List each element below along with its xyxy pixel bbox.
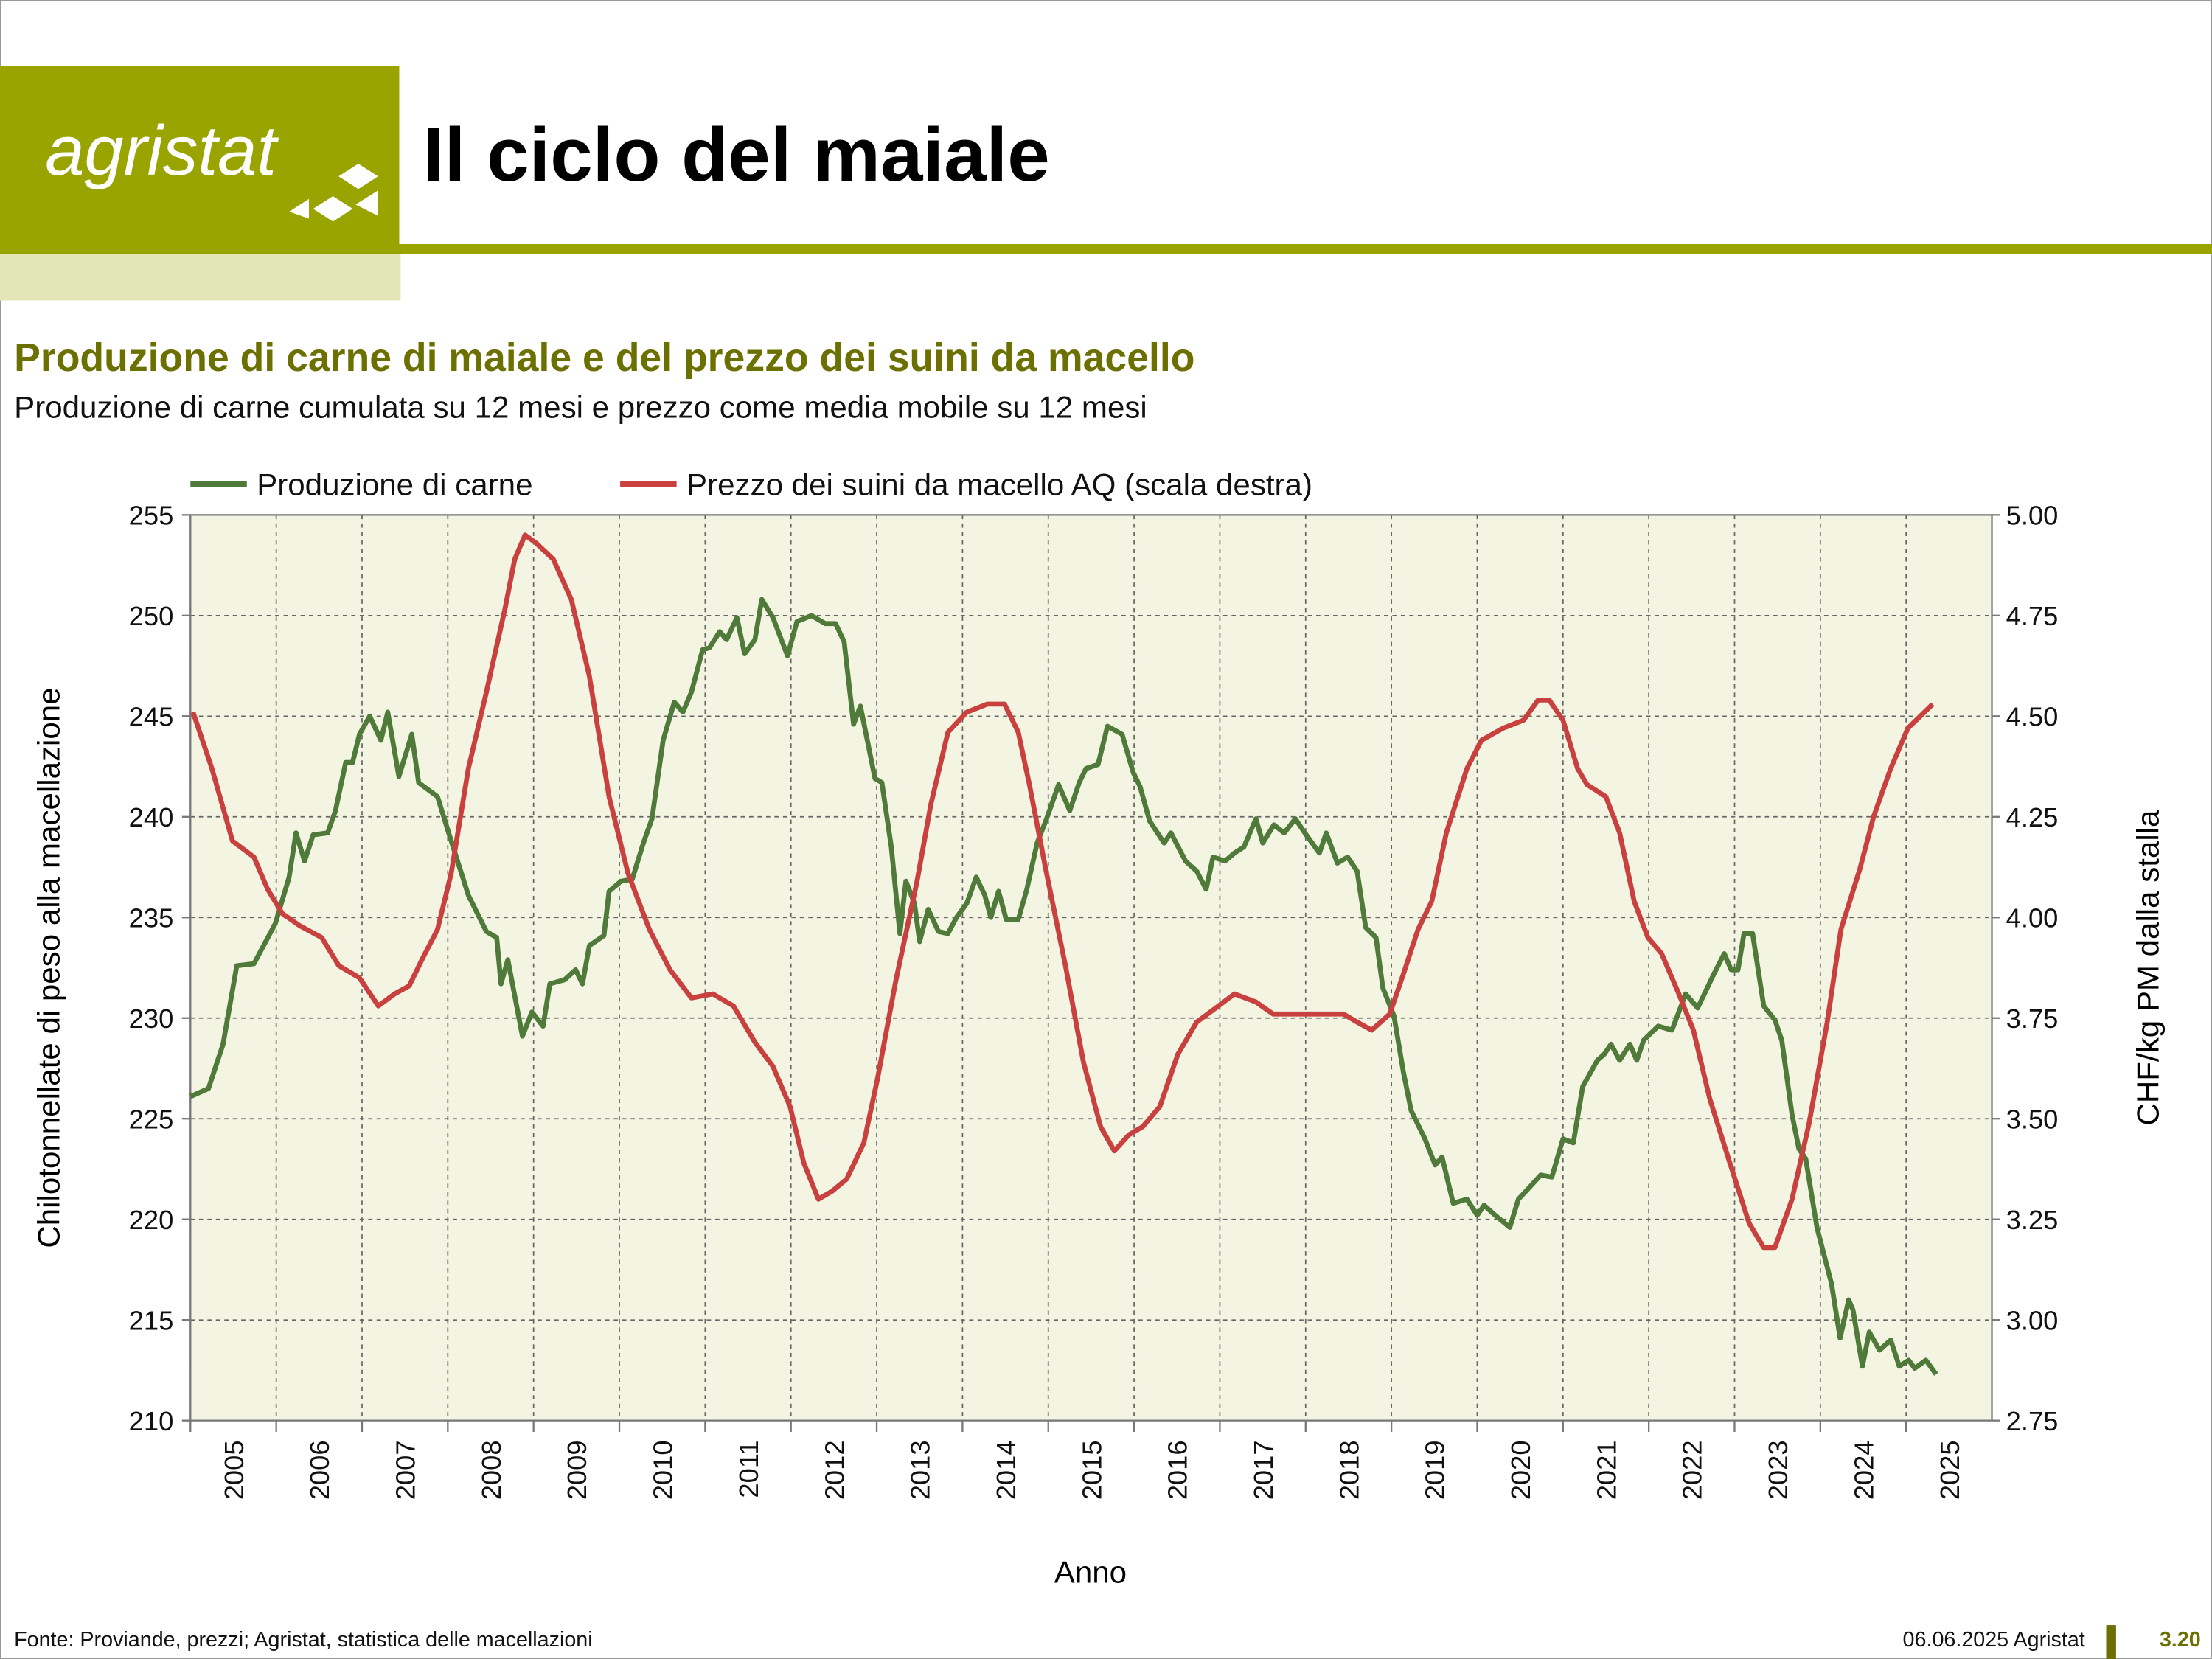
data-line [189, 597, 1938, 1376]
plot-area [190, 515, 1992, 1421]
x-tick-label: 2015 [1077, 1440, 1107, 1500]
x-axis-label: Anno [1054, 1555, 1127, 1590]
y-tick-label: 240 [129, 802, 174, 832]
y-tick-label: 255 [129, 501, 174, 531]
x-tick-label: 2012 [819, 1440, 849, 1500]
y2-tick-label: 3.00 [2006, 1306, 2059, 1336]
y2-tick-label: 4.00 [2006, 903, 2059, 933]
plot-layer: 210 215 220 225 230 235 240 245 250 255 2.75 3.00 3.… [129, 501, 2059, 1500]
x-tick-label: 2006 [305, 1440, 335, 1500]
x-tick-label: 2025 [1935, 1440, 1965, 1500]
y2-tick-label: 3.75 [2006, 1004, 2059, 1034]
y-tick-label: 245 [129, 702, 174, 732]
x-tick-label: 2018 [1334, 1440, 1364, 1500]
chart-title: Produzione di carne di maiale e del prez… [14, 336, 1194, 380]
source-note: Fonte: Proviande, prezzi; Agristat, stat… [14, 1628, 593, 1652]
footer-bar [2106, 1625, 2116, 1659]
y-tick-label: 225 [129, 1105, 174, 1135]
chart-subtitle: Produzione di carne cumulata su 12 mesi … [14, 389, 1147, 424]
y-tick-label: 235 [129, 903, 174, 933]
x-tick-label: 2019 [1420, 1440, 1450, 1500]
page-title: Il ciclo del maiale [423, 111, 1050, 197]
y2-tick-label: 4.75 [2006, 601, 2059, 631]
header-rule [0, 243, 2212, 254]
y2-tick-label: 4.25 [2006, 802, 2059, 832]
y-axis-label: Chilotonnellate di peso alla macellazion… [31, 687, 66, 1248]
y2-tick-label: 3.50 [2006, 1105, 2059, 1135]
x-tick-label: 2021 [1591, 1440, 1621, 1500]
x-tick-label: 2014 [991, 1440, 1021, 1500]
y2-tick-label: 2.75 [2006, 1406, 2059, 1436]
x-tick-label: 2024 [1848, 1440, 1879, 1500]
y-tick-label: 250 [129, 601, 174, 631]
legend-label: Prezzo dei suini da macello AQ (scala de… [686, 467, 1312, 502]
footer-date: 06.06.2025 Agristat [1903, 1628, 2085, 1652]
data-line [190, 532, 1935, 1251]
x-tick-label: 2009 [562, 1440, 592, 1500]
x-tick-label: 2016 [1163, 1440, 1193, 1500]
x-tick-label: 2017 [1248, 1440, 1279, 1500]
x-tick-label: 2022 [1677, 1440, 1708, 1500]
y2-axis-label: CHF/kg PM dalla stalla [2130, 810, 2165, 1126]
x-tick-label: 2008 [476, 1440, 507, 1500]
y-tick-label: 210 [129, 1406, 174, 1436]
legend-label: Produzione di carne [257, 467, 532, 502]
y2-tick-label: 5.00 [2006, 501, 2059, 531]
x-tick-label: 2007 [391, 1440, 421, 1500]
x-tick-label: 2023 [1763, 1440, 1793, 1500]
x-tick-label: 2005 [219, 1440, 249, 1500]
logo-text: agristat [45, 111, 279, 190]
y-tick-label: 230 [129, 1004, 174, 1034]
y2-tick-label: 4.50 [2006, 702, 2059, 732]
page-number: 3.20 [2160, 1628, 2201, 1652]
y2-tick-label: 3.25 [2006, 1205, 2059, 1235]
y-tick-label: 215 [129, 1306, 174, 1336]
y-tick-label: 220 [129, 1205, 174, 1235]
x-tick-label: 2011 [734, 1440, 764, 1498]
x-tick-label: 2013 [905, 1440, 936, 1500]
x-tick-label: 2010 [648, 1440, 678, 1500]
x-tick-label: 2020 [1506, 1440, 1536, 1500]
